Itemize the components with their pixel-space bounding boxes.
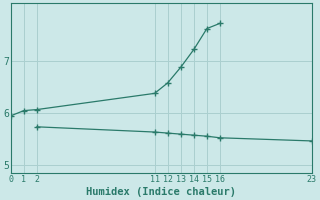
X-axis label: Humidex (Indice chaleur): Humidex (Indice chaleur) (86, 186, 236, 197)
